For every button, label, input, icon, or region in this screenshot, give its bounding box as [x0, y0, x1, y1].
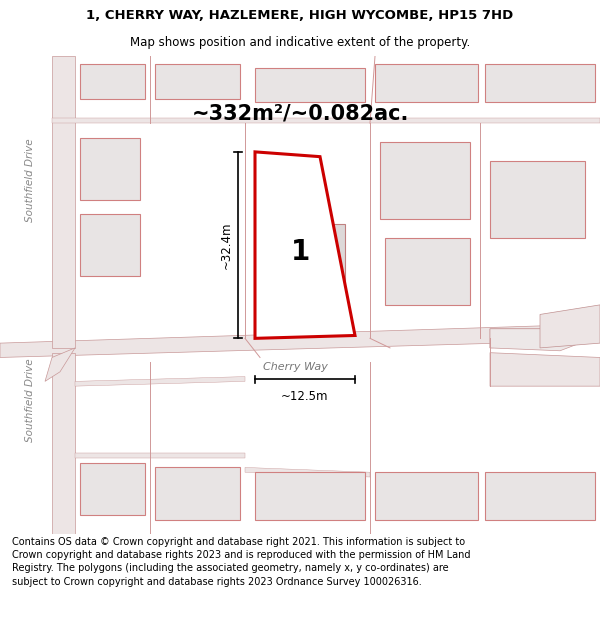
- Polygon shape: [490, 329, 580, 351]
- Polygon shape: [375, 64, 478, 102]
- Polygon shape: [75, 453, 245, 458]
- Polygon shape: [485, 472, 595, 520]
- Polygon shape: [45, 348, 75, 381]
- Text: Southfield Drive: Southfield Drive: [25, 359, 35, 442]
- Polygon shape: [52, 56, 75, 348]
- Polygon shape: [80, 462, 145, 515]
- Text: ~332m²/~0.082ac.: ~332m²/~0.082ac.: [191, 104, 409, 124]
- Text: Southfield Drive: Southfield Drive: [25, 139, 35, 222]
- Polygon shape: [80, 214, 140, 276]
- Text: ~32.4m: ~32.4m: [220, 221, 233, 269]
- Polygon shape: [490, 161, 585, 238]
- Polygon shape: [155, 468, 240, 520]
- Polygon shape: [375, 472, 478, 520]
- Text: Cherry Way: Cherry Way: [263, 362, 328, 372]
- Text: ~12.5m: ~12.5m: [281, 390, 329, 403]
- Polygon shape: [80, 138, 140, 200]
- Polygon shape: [490, 352, 600, 386]
- Polygon shape: [380, 142, 470, 219]
- Polygon shape: [540, 305, 600, 348]
- Polygon shape: [52, 352, 75, 534]
- Polygon shape: [385, 238, 470, 305]
- Polygon shape: [52, 118, 600, 123]
- Polygon shape: [0, 324, 600, 357]
- Text: Contains OS data © Crown copyright and database right 2021. This information is : Contains OS data © Crown copyright and d…: [12, 537, 470, 587]
- Polygon shape: [270, 224, 345, 291]
- Polygon shape: [80, 64, 145, 99]
- Text: 1, CHERRY WAY, HAZLEMERE, HIGH WYCOMBE, HP15 7HD: 1, CHERRY WAY, HAZLEMERE, HIGH WYCOMBE, …: [86, 9, 514, 22]
- Polygon shape: [155, 64, 240, 99]
- Text: 1: 1: [290, 238, 310, 266]
- Polygon shape: [485, 64, 595, 102]
- Polygon shape: [255, 472, 365, 520]
- Polygon shape: [75, 377, 245, 386]
- Polygon shape: [490, 329, 600, 348]
- Text: Map shows position and indicative extent of the property.: Map shows position and indicative extent…: [130, 36, 470, 49]
- Polygon shape: [245, 468, 370, 477]
- Polygon shape: [255, 68, 365, 102]
- Polygon shape: [255, 152, 355, 338]
